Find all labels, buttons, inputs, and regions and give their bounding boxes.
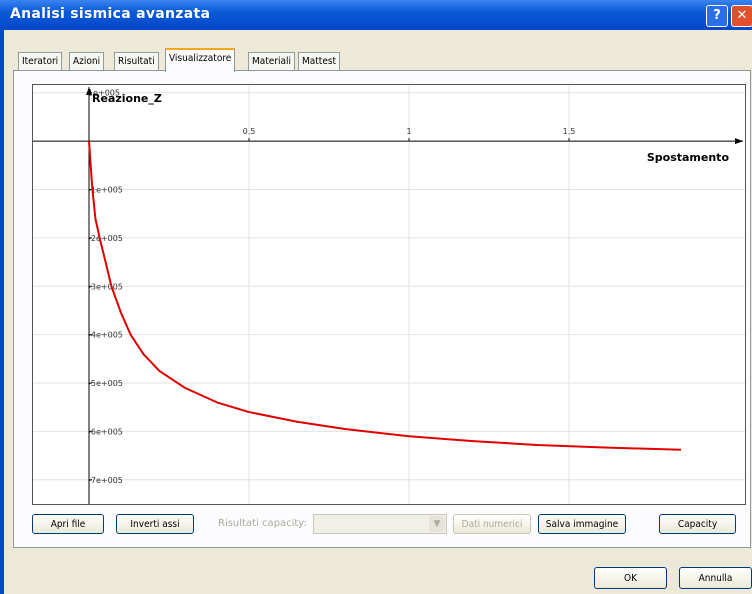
data-line [88, 141, 682, 451]
y-tick-label: -2e+005 [88, 234, 123, 243]
x-axis-label: Spostamento [647, 151, 730, 164]
label: Risultati capacity: [218, 518, 307, 529]
y-tick-label: -7e+005 [88, 476, 123, 485]
close-button[interactable]: ✕ [731, 5, 752, 27]
tab-selected[interactable]: Visualizzatore [165, 48, 236, 72]
x-axis-arrow [735, 138, 743, 145]
tab[interactable]: Mattest [298, 52, 341, 70]
y-tick-label: -6e+005 [88, 427, 123, 436]
x-tick-label: 1 [406, 127, 411, 136]
chart-frame: 0.5 1 1.5 1e+005 -1e+005 -2e+005 -3e+005 -4e+00… [32, 84, 746, 505]
button[interactable]: Annulla [679, 567, 752, 589]
x-tick-label: 1.5 [563, 127, 576, 136]
y-tick-label: -3e+005 [88, 282, 123, 291]
window-title: Analisi sismica avanzata [10, 6, 211, 22]
button[interactable]: Salva immagine [538, 514, 626, 534]
x-tick-label: 0.5 [243, 127, 256, 136]
combo-box[interactable]: ▼ [313, 514, 447, 534]
tab[interactable]: Risultati [114, 52, 159, 70]
tab[interactable]: Azioni [69, 52, 105, 70]
button[interactable]: OK [594, 567, 667, 589]
help-button[interactable]: ? [706, 5, 728, 27]
title-bar: Analisi sismica avanzata ? ✕ [0, 0, 752, 30]
button[interactable]: Capacity [659, 514, 736, 534]
y-axis-label: Reazione_Z [92, 92, 162, 105]
button[interactable]: Inverti assi [116, 514, 194, 534]
combo-arrow: ▼ [429, 516, 445, 532]
y-tick-label: -1e+005 [88, 186, 123, 195]
y-tick-label: -4e+005 [88, 331, 123, 340]
button[interactable]: Apri file [32, 514, 104, 534]
chart: 0.5 1 1.5 1e+005 -1e+005 -2e+005 -3e+005 -4e+00… [33, 85, 745, 504]
y-axis-arrow [86, 87, 92, 95]
y-tick-label: 1e+005 [88, 89, 120, 98]
window-border [0, 30, 4, 594]
tab[interactable]: Iteratori [18, 52, 63, 70]
button[interactable]: Dati numerici [453, 514, 531, 534]
tab[interactable]: Materiali [248, 52, 296, 70]
y-tick-label: -5e+005 [88, 379, 123, 388]
